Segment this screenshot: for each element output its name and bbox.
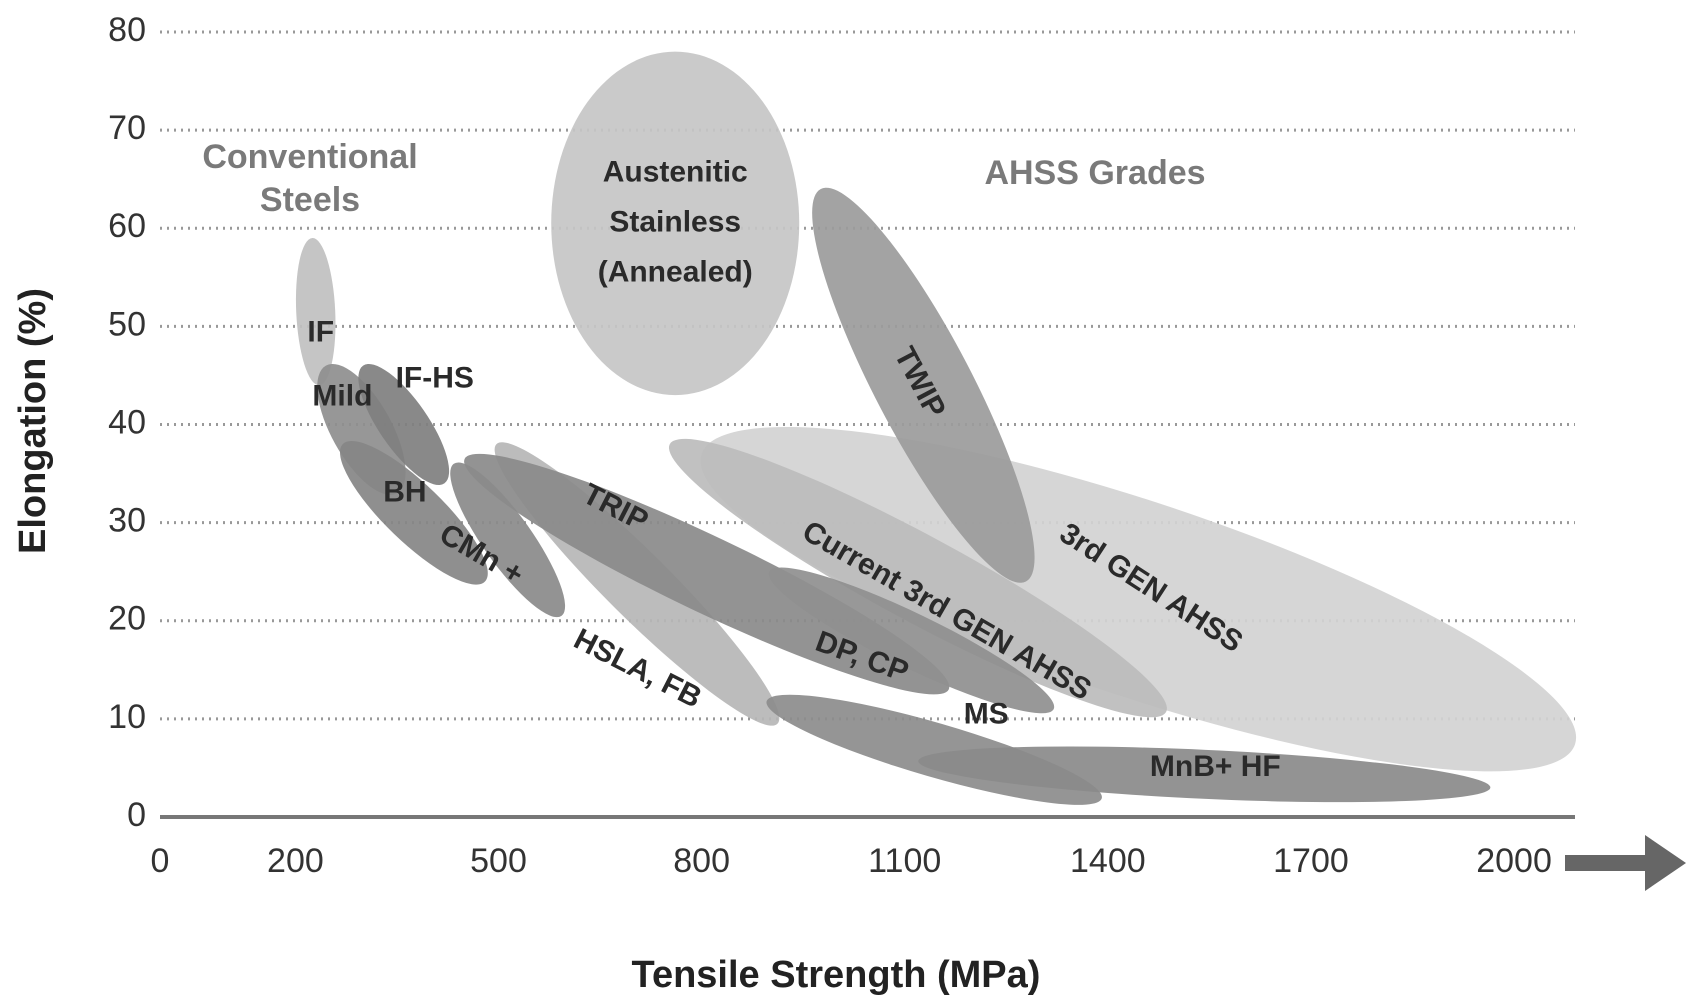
x-tick-label: 1700 — [1273, 842, 1349, 880]
region-label: MnB+ HF — [1150, 750, 1281, 783]
x-tick-label: 1100 — [868, 842, 941, 880]
y-tick-label: 60 — [108, 207, 146, 245]
x-tick-label: 200 — [267, 842, 324, 880]
region — [339, 441, 488, 585]
region-label: Stainless — [609, 205, 741, 238]
region — [700, 426, 1577, 772]
region-label: Mild — [312, 379, 372, 412]
region — [551, 51, 800, 396]
y-tick-label: 0 — [127, 796, 146, 834]
x-tick-label: 800 — [673, 842, 730, 880]
y-tick-label: 20 — [108, 600, 146, 638]
region — [464, 453, 950, 695]
y-tick-label: 80 — [108, 11, 146, 49]
region-label: (Annealed) — [598, 255, 753, 288]
annotation: Conventional — [202, 138, 417, 176]
region — [295, 238, 336, 386]
annotation: Steels — [260, 181, 360, 219]
x-axis-title: Tensile Strength (MPa) — [632, 954, 1041, 996]
y-tick-label: 70 — [108, 109, 146, 147]
x-tick-label: 2000 — [1476, 842, 1552, 880]
region-label: IF — [307, 316, 334, 349]
y-tick-label: 30 — [108, 502, 146, 540]
region-label: Austenitic — [603, 155, 748, 188]
x-tick-label: 0 — [151, 842, 170, 880]
y-tick-label: 50 — [108, 305, 146, 343]
x-tick-label: 1400 — [1070, 842, 1146, 880]
region — [358, 364, 450, 485]
region — [668, 438, 1167, 718]
y-tick-label: 10 — [108, 698, 146, 736]
region — [918, 746, 1491, 803]
y-tick-label: 40 — [108, 403, 146, 441]
region-label: MS — [964, 698, 1009, 731]
region — [812, 187, 1035, 583]
y-axis-title: Elongation (%) — [12, 288, 54, 554]
region — [768, 567, 1055, 714]
region-label: IF-HS — [396, 361, 474, 394]
region — [450, 462, 566, 618]
axis-arrow-head — [1645, 835, 1686, 891]
x-tick-label: 500 — [470, 842, 527, 880]
region-label: BH — [383, 476, 426, 509]
annotation: AHSS Grades — [984, 154, 1205, 192]
